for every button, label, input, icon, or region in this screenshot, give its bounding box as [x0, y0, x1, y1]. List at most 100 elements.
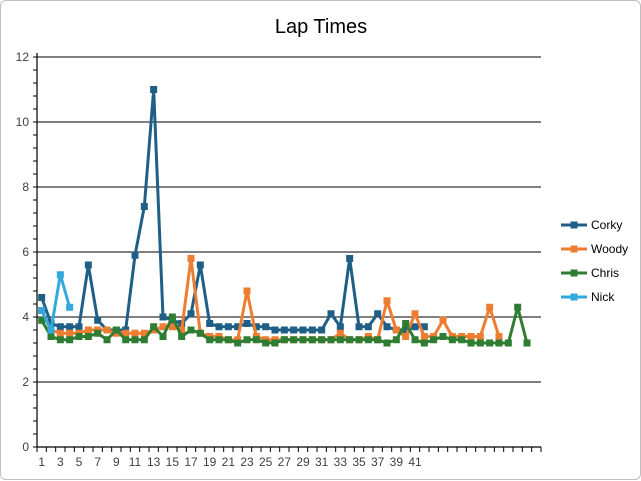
- data-point-woody: [178, 326, 186, 334]
- data-point-corky: [84, 261, 92, 269]
- data-point-chris: [318, 336, 326, 344]
- x-tick-label: 25: [259, 455, 273, 469]
- data-point-corky: [271, 326, 279, 334]
- x-tick-label: 19: [203, 455, 217, 469]
- data-point-corky: [327, 310, 335, 318]
- data-point-chris: [402, 320, 410, 327]
- data-point-woody: [159, 323, 167, 331]
- data-point-corky: [346, 255, 354, 262]
- data-point-woody: [168, 323, 176, 331]
- data-point-nick: [47, 326, 55, 334]
- data-point-chris: [159, 333, 167, 340]
- data-point-corky: [56, 323, 64, 331]
- data-point-chris: [75, 333, 83, 340]
- data-point-woody: [103, 326, 111, 334]
- legend: Corky Woody Chris Nick: [561, 218, 628, 304]
- x-tick-label: 3: [57, 455, 64, 469]
- x-tick-label: 7: [94, 455, 101, 469]
- data-point-woody: [243, 287, 251, 295]
- data-point-chris: [430, 336, 438, 344]
- data-point-woody: [392, 326, 400, 334]
- data-point-chris: [234, 339, 242, 347]
- data-point-corky: [318, 326, 326, 334]
- series-layer: [38, 86, 531, 347]
- legend-label: Corky: [591, 218, 622, 232]
- data-point-chris: [271, 339, 279, 347]
- data-point-chris: [38, 316, 46, 324]
- data-point-chris: [383, 339, 391, 347]
- data-point-corky: [224, 323, 232, 331]
- data-point-corky: [355, 323, 363, 331]
- data-point-corky: [420, 323, 428, 331]
- data-point-corky: [150, 86, 158, 93]
- data-point-woody: [486, 303, 494, 311]
- data-point-corky: [252, 323, 260, 331]
- data-point-chris: [122, 336, 130, 344]
- data-point-chris: [327, 336, 335, 344]
- data-point-corky: [75, 323, 83, 331]
- data-point-woody: [336, 329, 344, 337]
- data-point-corky: [66, 323, 74, 331]
- data-point-chris: [467, 339, 475, 347]
- legend-marker: [570, 245, 578, 253]
- data-point-chris: [56, 336, 64, 344]
- x-tick-label: 33: [334, 455, 348, 469]
- data-point-woody: [187, 255, 195, 262]
- data-point-corky: [94, 316, 102, 324]
- data-point-chris: [215, 336, 223, 344]
- x-tick-label: 11: [129, 455, 142, 469]
- data-point-nick: [66, 303, 74, 311]
- data-point-woody: [56, 329, 64, 337]
- y-tick-label: 10: [16, 115, 30, 129]
- data-point-chris: [252, 336, 260, 344]
- legend-item-woody: Woody: [561, 242, 628, 256]
- x-tick-label: 13: [147, 455, 161, 469]
- data-point-chris: [439, 333, 447, 340]
- data-point-chris: [140, 336, 148, 344]
- y-tick-label: 0: [22, 440, 29, 454]
- y-tick-label: 2: [22, 375, 29, 389]
- data-point-corky: [336, 323, 344, 331]
- data-point-corky: [364, 323, 372, 331]
- data-point-chris: [150, 323, 158, 331]
- series-line-corky: [40, 88, 425, 332]
- data-point-corky: [299, 326, 307, 334]
- data-point-chris: [178, 333, 186, 340]
- data-point-chris: [364, 336, 372, 344]
- y-tick-label: 8: [22, 180, 29, 194]
- data-point-corky: [402, 326, 410, 334]
- gridlines: [37, 56, 541, 383]
- data-point-chris: [84, 333, 92, 340]
- data-point-chris: [514, 303, 522, 311]
- data-point-nick: [56, 271, 64, 279]
- series-line-nick: [40, 273, 72, 332]
- data-point-chris: [495, 339, 503, 347]
- data-point-corky: [243, 320, 251, 327]
- x-tick-label: 9: [113, 455, 120, 469]
- data-point-corky: [280, 326, 288, 334]
- data-point-chris: [112, 326, 120, 334]
- data-point-corky: [206, 320, 214, 327]
- data-point-chris: [103, 336, 111, 344]
- x-tick-label: 23: [240, 455, 254, 469]
- data-point-chris: [458, 336, 466, 344]
- series-woody: [38, 255, 503, 344]
- data-point-chris: [504, 339, 512, 347]
- data-point-woody: [131, 329, 139, 337]
- data-point-chris: [420, 339, 428, 347]
- x-tick-label: 27: [278, 455, 292, 469]
- data-point-corky: [411, 323, 419, 331]
- data-point-woody: [476, 333, 484, 340]
- data-point-chris: [206, 336, 214, 344]
- data-point-corky: [308, 326, 316, 334]
- x-tick-label: 21: [222, 455, 236, 469]
- y-tick-label: 6: [22, 245, 29, 259]
- data-point-corky: [215, 323, 223, 331]
- legend-marker: [570, 269, 578, 277]
- data-point-corky: [131, 251, 139, 259]
- data-point-woody: [420, 333, 428, 340]
- x-tick-label: 5: [76, 455, 83, 469]
